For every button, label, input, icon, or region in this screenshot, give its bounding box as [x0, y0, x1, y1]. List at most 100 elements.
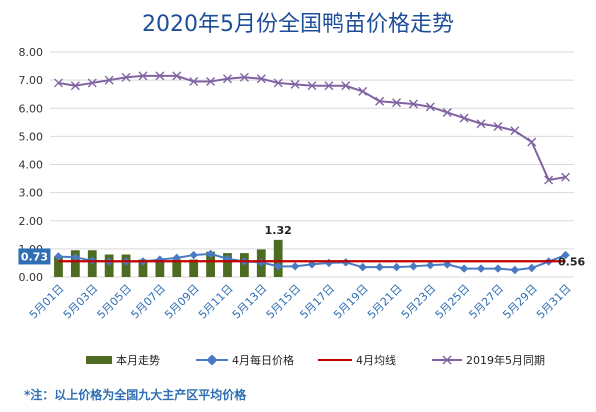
legend-item-2019: 2019年5月同期 [432, 352, 545, 368]
data-point [510, 265, 520, 275]
legend-label-2019: 2019年5月同期 [466, 354, 545, 367]
data-point [358, 86, 368, 96]
data-point [459, 264, 469, 273]
data-point [476, 264, 486, 273]
data-point [476, 119, 486, 129]
x-tick-label: 5月31日 [534, 282, 574, 322]
data-point [341, 258, 351, 267]
data-label-box [18, 248, 51, 265]
x-tick-label: 5月05日 [95, 282, 135, 322]
legend-label-bar: 本月走势 [116, 354, 160, 367]
data-point [54, 252, 63, 261]
data-point [375, 96, 385, 106]
x-tick-label: 5月23日 [399, 282, 439, 322]
legend-swatch-avg [318, 359, 352, 361]
data-label: 0.56 [558, 255, 585, 268]
footnote: *注：以上价格为全国九大主产区平均价格 [24, 388, 247, 402]
data-point [290, 262, 300, 271]
legend-item-bar: 本月走势 [86, 352, 160, 368]
data-point [375, 262, 384, 272]
data-point [172, 253, 182, 263]
legend-label-avg: 4月均线 [356, 354, 396, 367]
y-tick-label: 3.00 [19, 187, 44, 200]
y-tick-label: 2.00 [19, 215, 44, 228]
data-point [561, 172, 571, 182]
data-point [493, 264, 503, 273]
data-point [324, 81, 334, 91]
x-tick-label: 5月01日 [27, 282, 67, 322]
data-point [324, 258, 334, 268]
data-point [358, 262, 367, 272]
bar [273, 239, 283, 277]
data-point [138, 71, 148, 81]
data-point [155, 71, 165, 81]
data-point [408, 99, 418, 109]
data-point [70, 81, 80, 91]
legend-item-apr: 4月每日价格 [196, 352, 294, 368]
y-tick-label: 8.00 [19, 46, 44, 59]
legend-label-apr: 4月每日价格 [232, 354, 294, 367]
x-tick-label: 5月25日 [433, 282, 473, 322]
data-point [527, 137, 537, 147]
data-point [426, 260, 435, 270]
y-tick-label: 7.00 [19, 74, 44, 87]
data-point [189, 77, 199, 87]
data-point [222, 74, 232, 84]
data-point [206, 249, 215, 259]
data-point [273, 262, 283, 271]
data-point [459, 113, 469, 123]
data-point [493, 122, 503, 132]
x-tick-label: 5月29日 [500, 282, 540, 322]
y-tick-label: 5.00 [19, 130, 44, 143]
data-point [392, 262, 401, 272]
data-point [206, 77, 216, 87]
data-point [172, 71, 182, 81]
legend-item-avg: 4月均线 [318, 352, 396, 368]
legend-swatch-bar [86, 356, 112, 364]
y-tick-label: 4.00 [19, 159, 44, 172]
data-point [121, 72, 131, 82]
data-point [53, 78, 63, 88]
data-point [104, 75, 114, 85]
x-tick-label: 5月17日 [297, 282, 337, 322]
data-point [256, 74, 266, 84]
legend-swatch-2019 [432, 355, 462, 365]
x-tick-label: 5月11日 [196, 282, 236, 322]
data-label: 0.73 [21, 250, 48, 263]
chart-title: 2020年5月份全国鸭苗价格走势 [142, 12, 454, 37]
bar [206, 251, 215, 277]
data-point [71, 253, 80, 262]
data-point [307, 81, 317, 91]
bar [172, 259, 182, 277]
data-point [189, 250, 198, 260]
bar [155, 260, 165, 277]
bar [223, 253, 232, 277]
x-tick-label: 5月27日 [466, 282, 506, 322]
data-point [409, 262, 418, 271]
bar [138, 259, 148, 277]
bar [189, 259, 199, 277]
data-point [273, 78, 283, 88]
data-point [290, 79, 300, 89]
bar [54, 256, 63, 277]
data-point [527, 263, 536, 273]
y-tick-label: 0.00 [19, 271, 44, 284]
data-point [392, 98, 402, 108]
x-tick-label: 5月03日 [61, 282, 101, 322]
y-tick-label: 6.00 [19, 102, 44, 115]
data-point [239, 72, 249, 82]
x-tick-label: 5月19日 [331, 282, 371, 322]
data-point [544, 175, 554, 185]
x-tick-label: 5月09日 [162, 282, 202, 322]
x-tick-label: 5月15日 [264, 282, 304, 322]
data-label: 1.32 [265, 224, 292, 237]
bar [70, 250, 80, 277]
data-point [510, 126, 520, 136]
x-tick-label: 5月13日 [230, 282, 270, 322]
x-tick-label: 5月21日 [365, 282, 405, 322]
data-point [341, 81, 351, 91]
x-tick-label: 5月07日 [128, 282, 168, 322]
legend-swatch-apr [196, 354, 228, 366]
data-point [425, 102, 435, 112]
